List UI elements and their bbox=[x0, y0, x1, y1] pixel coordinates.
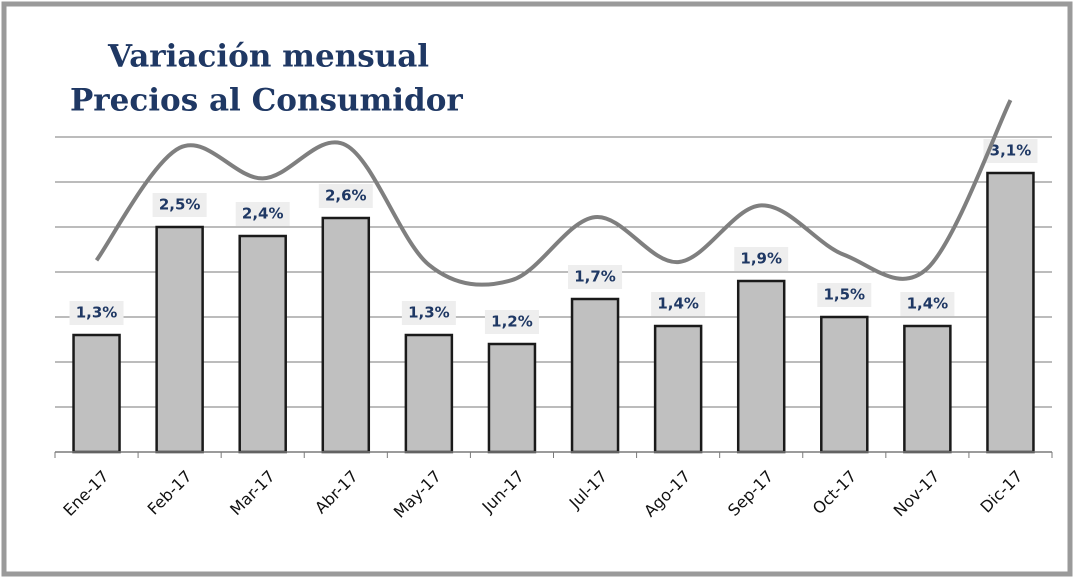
bar bbox=[570, 297, 620, 454]
value-label: 1,5% bbox=[823, 286, 865, 304]
value-label: 1,3% bbox=[408, 304, 450, 322]
value-label: 2,4% bbox=[242, 205, 284, 223]
value-label-bg bbox=[235, 202, 290, 226]
value-label-bg bbox=[568, 265, 623, 289]
bar bbox=[820, 315, 869, 454]
value-label-bg bbox=[734, 247, 789, 271]
value-label: 2,5% bbox=[159, 196, 201, 214]
value-label: 1,7% bbox=[574, 268, 616, 286]
value-label-bg bbox=[900, 292, 955, 316]
chart-title: Variación mensual bbox=[107, 39, 429, 75]
bar bbox=[155, 225, 204, 454]
value-label: 1,3% bbox=[76, 304, 118, 322]
value-label: 1,4% bbox=[657, 295, 699, 313]
value-label-bg bbox=[152, 193, 207, 217]
bar bbox=[321, 216, 371, 454]
value-label-bg bbox=[318, 184, 373, 208]
value-label: 2,6% bbox=[325, 187, 367, 205]
bar bbox=[736, 279, 786, 454]
trend-line bbox=[94, 99, 1013, 287]
value-label-bg bbox=[651, 292, 706, 316]
value-label-bg bbox=[484, 310, 539, 334]
value-label: 3,1% bbox=[990, 142, 1032, 160]
bar bbox=[986, 171, 1035, 454]
bar bbox=[72, 333, 121, 454]
bar bbox=[653, 324, 703, 454]
bar bbox=[404, 333, 454, 454]
value-label-bg bbox=[401, 301, 456, 325]
value-label-bg bbox=[69, 301, 124, 325]
bar bbox=[238, 234, 287, 454]
bar bbox=[487, 342, 537, 454]
value-label: 1,2% bbox=[491, 313, 533, 331]
value-label: 1,4% bbox=[907, 295, 949, 313]
value-label: 1,9% bbox=[740, 250, 782, 268]
bar bbox=[903, 324, 952, 454]
chart-title: Precios al Consumidor bbox=[70, 83, 463, 119]
value-label-bg bbox=[817, 283, 872, 307]
